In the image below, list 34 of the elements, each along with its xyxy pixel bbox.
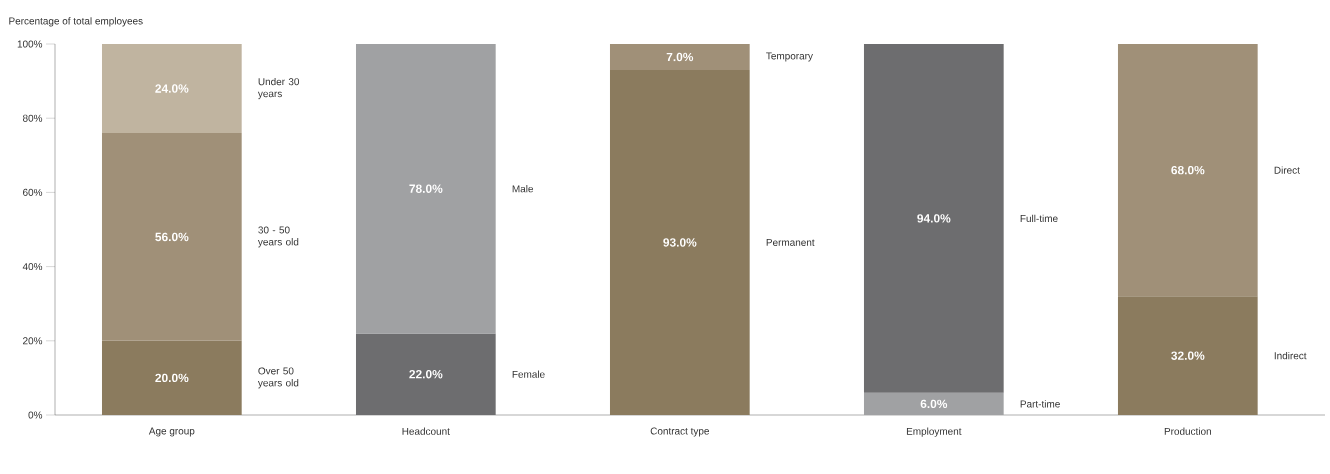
series-label: Permanent xyxy=(766,239,815,246)
y-axis-title: Percentage of total employees xyxy=(9,17,143,27)
series-label: Direct xyxy=(1274,166,1300,174)
data-label: 6.0% xyxy=(920,399,948,409)
data-label: 94.0% xyxy=(917,214,951,223)
series-label: Temporary xyxy=(766,52,813,62)
y-tick-label: 60% xyxy=(23,188,43,196)
y-tick-label: 20% xyxy=(23,337,43,345)
x-tick-label: Headcount xyxy=(402,427,450,435)
series-label: Male xyxy=(512,185,534,193)
y-tick-label: 0% xyxy=(28,411,43,419)
series-label: Indirect xyxy=(1274,351,1307,360)
series-label: Over 50 years old xyxy=(257,367,299,389)
data-label: 22.0% xyxy=(409,369,443,379)
data-label: 24.0% xyxy=(155,84,189,93)
data-label: 56.0% xyxy=(155,232,189,242)
series-label: Under 30 years xyxy=(257,77,300,100)
data-label: 20.0% xyxy=(155,373,189,383)
series-label: 30 - 50 years old xyxy=(257,226,299,248)
series-label: Female xyxy=(512,370,545,378)
x-tick-label: Age group xyxy=(148,427,195,437)
series-label: Part-time xyxy=(1020,400,1060,408)
series-label: Full-time xyxy=(1020,214,1058,223)
y-tick-label: 40% xyxy=(22,263,43,271)
y-tick-label: 100% xyxy=(17,40,43,48)
data-label: 7.0% xyxy=(666,52,694,62)
data-label: 32.0% xyxy=(1171,351,1205,360)
x-tick-label: Production xyxy=(1164,427,1211,435)
data-label: 93.0% xyxy=(663,238,697,247)
data-label: 78.0% xyxy=(409,184,443,193)
data-label: 68.0% xyxy=(1171,165,1205,175)
x-tick-label: Employment xyxy=(906,427,962,437)
x-tick-label: Contract type xyxy=(650,427,709,437)
y-tick-label: 80% xyxy=(22,114,43,122)
